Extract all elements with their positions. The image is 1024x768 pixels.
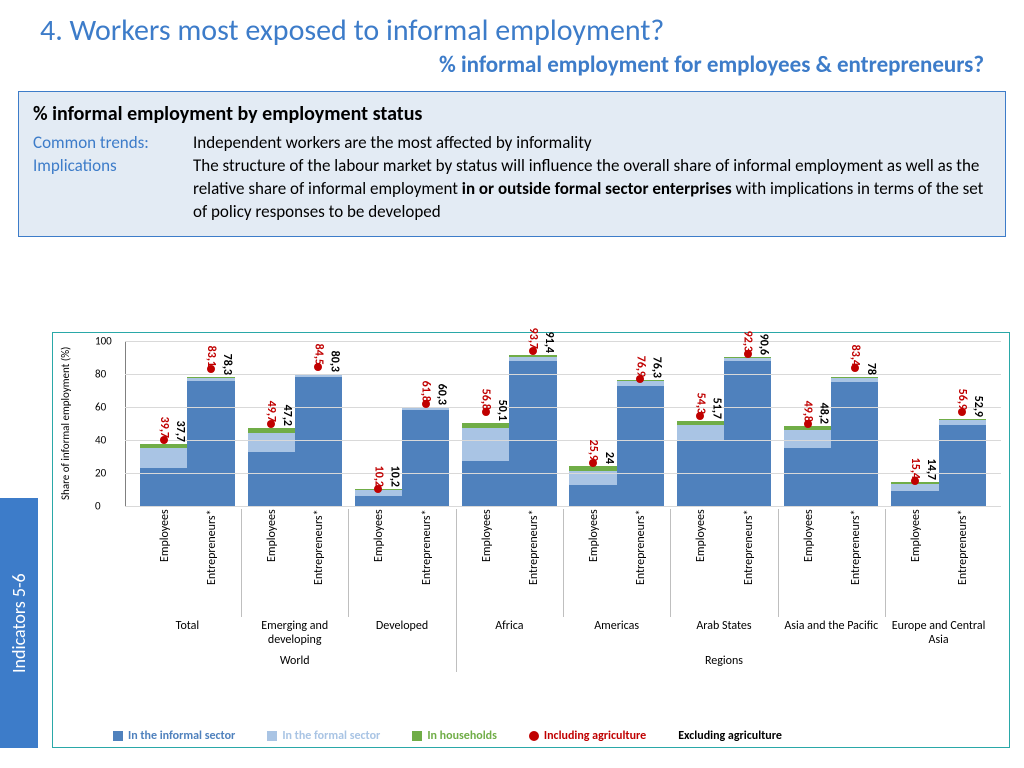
side-tab-indicators: Indicators 5-6 bbox=[0, 498, 38, 748]
y-axis-label: Share of informal employment (%) bbox=[59, 341, 73, 506]
implications-label: Implications bbox=[33, 155, 193, 224]
legend-informal: In the informal sector bbox=[113, 729, 235, 743]
legend-formal: In the formal sector bbox=[267, 729, 380, 743]
info-box-heading: % informal employment by employment stat… bbox=[33, 102, 991, 126]
trends-label: Common trends: bbox=[33, 132, 193, 155]
chart-container: Share of informal employment (%) 0204060… bbox=[52, 332, 1010, 748]
implications-text: The structure of the labour market by st… bbox=[193, 155, 991, 224]
trends-text: Independent workers are the most affecte… bbox=[193, 132, 991, 155]
page-subtitle: % informal employment for employees & en… bbox=[0, 49, 1024, 87]
legend-households: In households bbox=[412, 729, 497, 743]
chart-plot-area: 39,737,783,178,349,747,284,580,310,210,2… bbox=[125, 341, 1001, 506]
x-axis-labels: EmployeesEntrepreneurs*TotalEmployeesEnt… bbox=[125, 509, 1001, 639]
info-box: % informal employment by employment stat… bbox=[18, 91, 1006, 237]
legend-incl-agri: Including agriculture bbox=[529, 729, 646, 743]
page-title: 4. Workers most exposed to informal empl… bbox=[0, 0, 1024, 49]
chart-legend: In the informal sector In the formal sec… bbox=[113, 729, 1001, 743]
legend-excl-agri: Excluding agriculture bbox=[678, 729, 782, 743]
